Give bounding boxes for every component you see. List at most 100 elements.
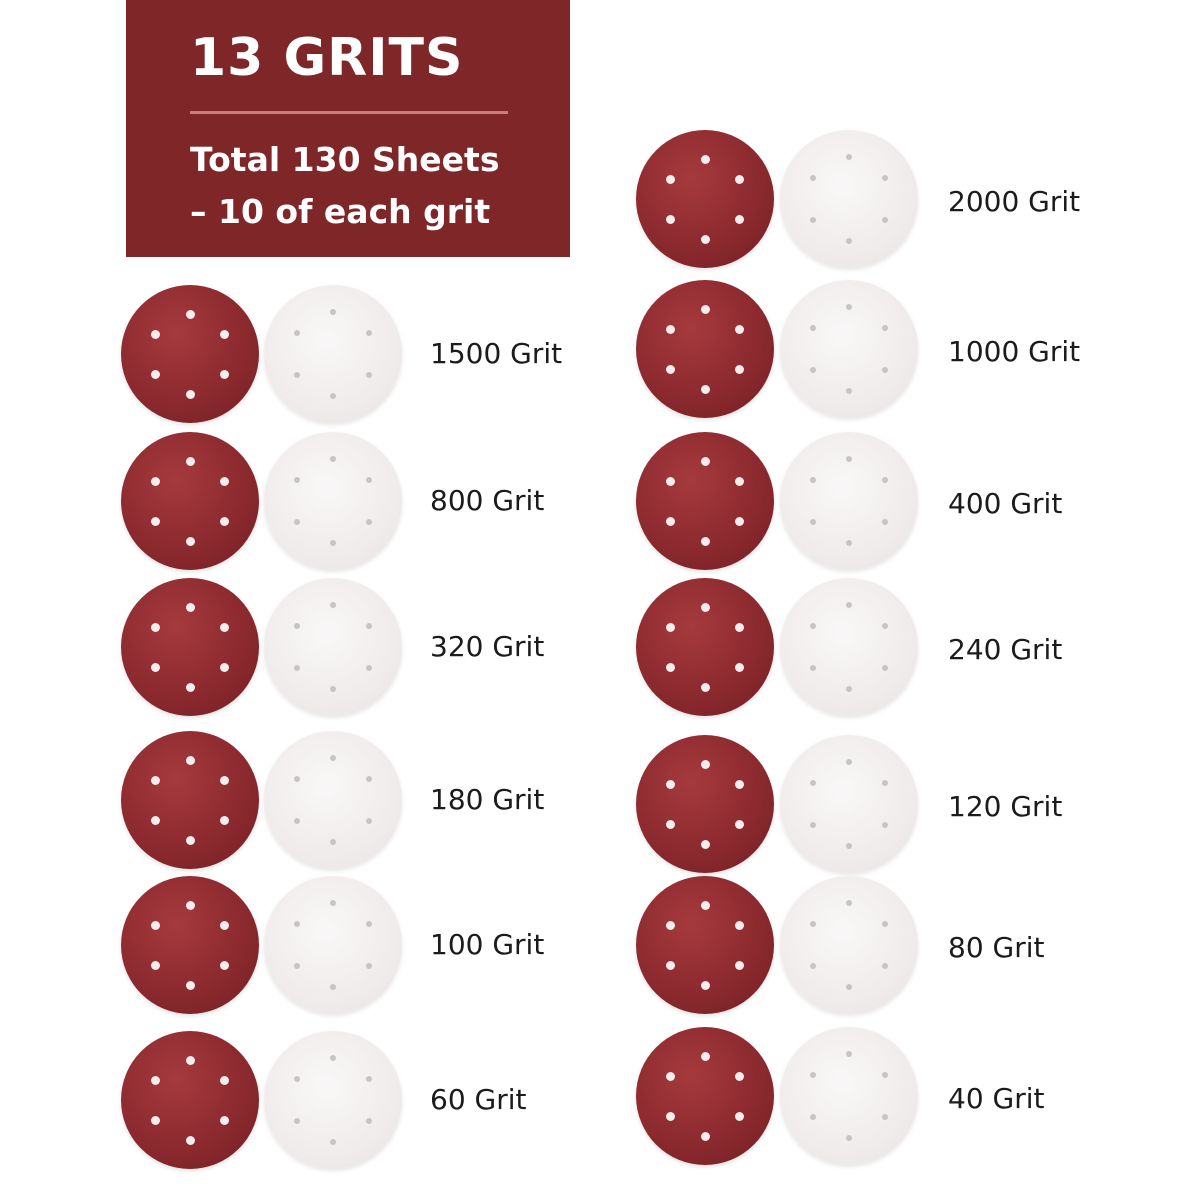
grit-label: 40 Grit <box>948 1082 1045 1115</box>
disc-hole <box>150 920 160 930</box>
disc-hole <box>366 776 373 782</box>
disc-hole <box>809 921 816 927</box>
disc-hole <box>366 330 373 336</box>
sanding-disc-red <box>121 731 259 869</box>
disc-hole <box>220 1075 230 1085</box>
disc-hole <box>882 519 889 525</box>
disc-hole <box>293 963 300 969</box>
disc-hole <box>330 393 336 399</box>
sanding-disc-red <box>121 876 259 1014</box>
sanding-disc-red <box>636 130 774 268</box>
disc-hole <box>185 835 195 845</box>
disc-hole <box>882 477 889 483</box>
disc-hole <box>293 330 300 336</box>
disc-hole <box>366 519 373 525</box>
disc-hole <box>735 960 745 970</box>
disc-hole <box>882 963 889 969</box>
sanding-disc-back <box>780 876 918 1014</box>
disc-hole <box>665 1111 675 1121</box>
disc-hole <box>293 1076 300 1082</box>
sanding-disc-back <box>780 432 918 570</box>
disc-hole <box>330 686 336 692</box>
disc-hole <box>293 818 300 824</box>
grit-label: 1000 Grit <box>948 335 1081 368</box>
disc-hole <box>185 900 195 910</box>
disc-hole <box>665 214 675 224</box>
disc-hole <box>882 325 889 331</box>
disc-hole <box>809 477 816 483</box>
disc-hole <box>330 456 336 462</box>
disc-hole <box>700 1051 710 1061</box>
disc-hole <box>366 963 373 969</box>
disc-hole <box>150 1075 160 1085</box>
sanding-disc-red <box>636 876 774 1014</box>
disc-hole <box>293 665 300 671</box>
grit-label: 100 Grit <box>430 928 545 961</box>
disc-hole <box>330 839 336 845</box>
disc-hole <box>809 217 816 223</box>
disc-hole <box>735 779 745 789</box>
disc-hole <box>220 1115 230 1125</box>
disc-hole <box>846 602 852 608</box>
disc-hole <box>665 779 675 789</box>
disc-hole <box>220 329 230 339</box>
disc-hole <box>366 818 373 824</box>
grit-label: 60 Grit <box>430 1083 527 1116</box>
sanding-disc-back <box>780 1027 918 1165</box>
disc-hole <box>882 367 889 373</box>
grit-label: 400 Grit <box>948 487 1063 520</box>
disc-hole <box>700 839 710 849</box>
sanding-disc-red <box>121 1031 259 1169</box>
disc-hole <box>185 682 195 692</box>
disc-hole <box>846 900 852 906</box>
disc-hole <box>220 662 230 672</box>
disc-hole <box>882 623 889 629</box>
disc-hole <box>220 369 230 379</box>
sanding-disc-red <box>121 285 259 423</box>
disc-hole <box>846 984 852 990</box>
disc-hole <box>700 154 710 164</box>
disc-hole <box>293 519 300 525</box>
disc-hole <box>809 623 816 629</box>
disc-hole <box>366 477 373 483</box>
banner-subtitle-line1: Total 130 Sheets <box>190 140 500 179</box>
disc-hole <box>846 388 852 394</box>
disc-hole <box>150 1115 160 1125</box>
disc-hole <box>846 540 852 546</box>
sanding-disc-back <box>780 130 918 268</box>
sanding-disc-back <box>264 285 402 423</box>
disc-hole <box>150 516 160 526</box>
disc-hole <box>220 960 230 970</box>
sanding-disc-red <box>636 432 774 570</box>
disc-hole <box>735 1111 745 1121</box>
disc-hole <box>735 819 745 829</box>
disc-hole <box>665 819 675 829</box>
disc-hole <box>366 1118 373 1124</box>
disc-hole <box>882 822 889 828</box>
disc-hole <box>220 815 230 825</box>
disc-hole <box>150 329 160 339</box>
sanding-disc-back <box>780 280 918 418</box>
sanding-disc-back <box>780 735 918 873</box>
disc-hole <box>366 1076 373 1082</box>
disc-hole <box>846 843 852 849</box>
disc-hole <box>846 1051 852 1057</box>
disc-hole <box>882 1072 889 1078</box>
disc-hole <box>735 324 745 334</box>
sanding-disc-red <box>636 1027 774 1165</box>
disc-hole <box>735 1071 745 1081</box>
sanding-disc-back <box>264 578 402 716</box>
disc-hole <box>882 921 889 927</box>
disc-hole <box>665 662 675 672</box>
grit-label: 800 Grit <box>430 484 545 517</box>
disc-hole <box>293 623 300 629</box>
disc-hole <box>809 780 816 786</box>
disc-hole <box>665 324 675 334</box>
disc-hole <box>882 217 889 223</box>
disc-hole <box>185 602 195 612</box>
disc-hole <box>330 900 336 906</box>
disc-hole <box>185 536 195 546</box>
disc-hole <box>735 920 745 930</box>
disc-hole <box>150 369 160 379</box>
disc-hole <box>293 776 300 782</box>
